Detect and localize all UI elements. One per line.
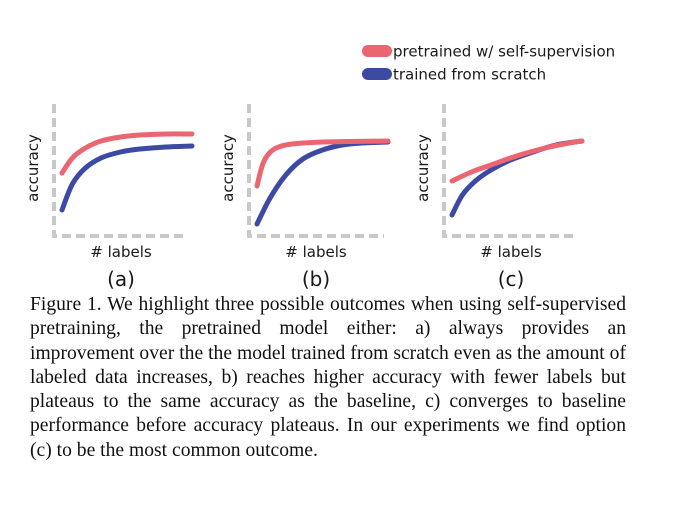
panel-b-pretrained-curve xyxy=(254,138,391,189)
panel-a-axes xyxy=(52,104,188,238)
panel-a-ylabel: accuracy xyxy=(24,134,42,202)
panel-c-label: (c) xyxy=(498,267,525,291)
panel-c-xlabel: # labels xyxy=(480,243,542,261)
panel-b-label: (b) xyxy=(302,267,330,291)
panel-c: accuracy # labels (c) xyxy=(414,104,585,291)
figure-panels: pretrained w/ self-supervision trained f… xyxy=(24,43,615,292)
panel-a-label: (a) xyxy=(107,267,135,291)
panel-b-xlabel: # labels xyxy=(285,243,347,261)
panel-b-scratch-curve xyxy=(254,139,391,227)
panel-b-axes xyxy=(247,104,384,238)
panel-c-axes xyxy=(442,104,578,238)
panel-c-scratch-curve xyxy=(449,138,585,218)
panel-c-ylabel: accuracy xyxy=(414,134,432,202)
panel-a-xlabel: # labels xyxy=(90,243,152,261)
figure-caption: Figure 1. We highlight three possible ou… xyxy=(30,294,626,461)
panel-b-ylabel: accuracy xyxy=(219,134,237,202)
legend-label-pretrained: pretrained w/ self-supervision xyxy=(393,43,615,61)
panel-c-pretrained-curve xyxy=(449,138,585,184)
panel-a-scratch-curve xyxy=(59,143,195,213)
panel-a: accuracy # labels (a) xyxy=(24,104,195,291)
panel-b: accuracy # labels (b) xyxy=(219,104,391,291)
panel-a-pretrained-curve xyxy=(59,131,195,176)
legend: pretrained w/ self-supervision trained f… xyxy=(362,43,615,84)
legend-label-scratch: trained from scratch xyxy=(393,66,546,84)
